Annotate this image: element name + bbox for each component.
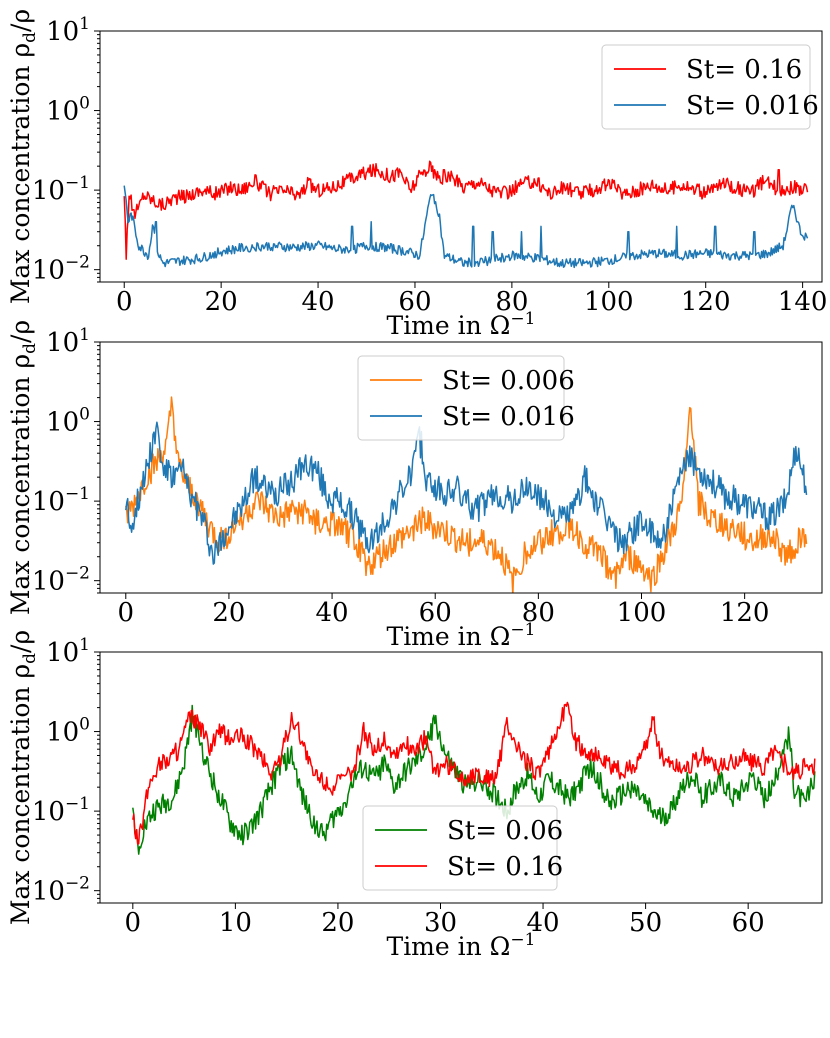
x-tick-label: 40 <box>526 908 559 938</box>
plot-frame <box>99 30 823 283</box>
x-tick-label: 80 <box>522 598 555 628</box>
y-tick-label: 101 <box>46 14 90 47</box>
x-tick-label: 20 <box>212 598 245 628</box>
x-tick-label: 120 <box>720 598 770 628</box>
series-line-1 <box>132 704 816 855</box>
x-tick-label: 100 <box>584 287 634 317</box>
legend-label: St= 0.016 <box>442 402 575 432</box>
y-tick-label: 10−1 <box>32 173 90 206</box>
x-tick-label: 10 <box>219 908 252 938</box>
series-line-1 <box>123 160 809 260</box>
series-line-2 <box>125 421 808 565</box>
y-axis-label: Max concentration ρd/ρ <box>6 320 40 615</box>
x-tick-label: 80 <box>495 287 528 317</box>
y-tick-label: 10−2 <box>32 564 90 597</box>
x-tick-label: 0 <box>118 598 135 628</box>
x-axis-label: Time in Ω−1 <box>387 620 536 651</box>
y-tick-label: 100 <box>46 94 90 127</box>
legend: St= 0.16 St= 0.016 <box>601 44 819 130</box>
y-tick-label: 100 <box>46 715 90 748</box>
chart-panel-3: 0 10 20 30 40 50 60 10−2 10−1 100 101 Time in Ω−1 Ma… <box>6 630 823 961</box>
legend-box <box>601 44 811 130</box>
chart-panel-2: 0 20 40 60 80 100 120 10−2 10−1 100 101 Time in Ω−1… <box>6 320 823 651</box>
y-tick-label: 100 <box>46 405 90 438</box>
legend-box <box>357 355 565 441</box>
x-tick-label: 20 <box>205 287 238 317</box>
legend-label: St= 0.016 <box>686 91 819 121</box>
x-tick-label: 140 <box>778 287 828 317</box>
series-line-2 <box>123 185 809 269</box>
x-tick-label: 0 <box>116 287 133 317</box>
legend: St= 0.06 St= 0.16 <box>362 805 563 891</box>
series-line-1 <box>125 396 808 593</box>
y-axis-label: Max concentration ρd/ρ <box>6 9 40 304</box>
x-tick-label: 0 <box>125 908 142 938</box>
y-axis-label: Max concentration ρd/ρ <box>6 630 40 925</box>
y-tick-label: 10−2 <box>32 874 90 907</box>
x-tick-label: 50 <box>629 908 662 938</box>
plot-frame <box>99 651 823 904</box>
y-tick-label: 10−2 <box>32 253 90 286</box>
x-tick-label: 40 <box>316 598 349 628</box>
x-tick-label: 120 <box>681 287 731 317</box>
series-line-2 <box>132 701 816 845</box>
legend-box <box>362 805 558 891</box>
legend: St= 0.006 St= 0.016 <box>357 355 575 441</box>
x-tick-label: 40 <box>302 287 335 317</box>
y-tick-label: 101 <box>46 325 90 358</box>
x-tick-label: 100 <box>617 598 667 628</box>
chart-panel-1: 0 20 40 60 80 100 120 140 10−2 10−1 100 101 Time in … <box>6 9 827 340</box>
x-tick-label: 20 <box>321 908 354 938</box>
legend-label: St= 0.16 <box>447 852 563 882</box>
legend-label: St= 0.006 <box>442 366 575 396</box>
x-tick-label: 30 <box>424 908 457 938</box>
x-tick-label: 60 <box>419 598 452 628</box>
x-axis-label: Time in Ω−1 <box>387 309 536 340</box>
y-tick-label: 101 <box>46 635 90 668</box>
y-tick-label: 10−1 <box>32 484 90 517</box>
x-tick-label: 60 <box>398 287 431 317</box>
legend-label: St= 0.16 <box>686 55 802 85</box>
x-axis-label: Time in Ω−1 <box>387 930 536 961</box>
plot-frame <box>99 341 823 594</box>
x-tick-label: 60 <box>732 908 765 938</box>
legend-label: St= 0.06 <box>447 816 563 846</box>
y-tick-label: 10−1 <box>32 794 90 827</box>
